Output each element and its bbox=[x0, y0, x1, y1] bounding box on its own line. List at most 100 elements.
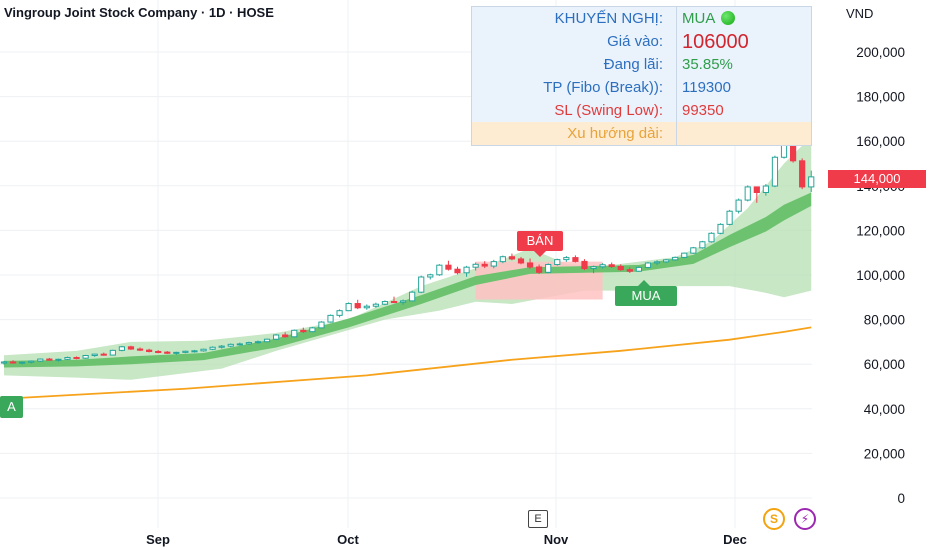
candle-body bbox=[173, 351, 180, 354]
candle-body bbox=[508, 256, 516, 260]
candle bbox=[717, 223, 724, 235]
candle bbox=[37, 358, 44, 362]
candle bbox=[418, 275, 425, 294]
candle-body bbox=[409, 291, 416, 302]
candle-body bbox=[771, 156, 779, 187]
candle-body bbox=[309, 327, 316, 333]
candle bbox=[64, 356, 71, 360]
candle bbox=[236, 342, 243, 346]
candle-body bbox=[37, 358, 44, 362]
candle bbox=[345, 302, 352, 312]
candle bbox=[690, 246, 697, 254]
candle bbox=[318, 321, 325, 329]
candle bbox=[744, 185, 751, 202]
candle bbox=[427, 273, 434, 280]
candle bbox=[526, 258, 534, 269]
candle bbox=[626, 267, 633, 273]
stop-loss-label: SL (Swing Low): bbox=[554, 102, 663, 119]
candle-body bbox=[463, 266, 470, 274]
candle-body bbox=[73, 357, 80, 360]
candle bbox=[218, 345, 225, 349]
candle bbox=[9, 360, 17, 364]
y-tick-label: 120,000 bbox=[856, 223, 905, 238]
buy-signal-label-left[interactable]: A bbox=[0, 396, 23, 418]
candle-body bbox=[699, 241, 706, 249]
earnings-event-icon[interactable]: E bbox=[528, 510, 548, 528]
candle bbox=[336, 309, 343, 318]
recommendation-label: KHUYẾN NGHỊ: bbox=[554, 10, 663, 27]
candle bbox=[699, 240, 706, 249]
candle-body bbox=[164, 351, 171, 354]
candle bbox=[354, 299, 361, 310]
candle bbox=[445, 260, 452, 271]
candle bbox=[82, 354, 89, 359]
stop-loss-value: 99350 bbox=[682, 102, 724, 119]
candle-body bbox=[526, 262, 534, 268]
row-profit: Đang lãi: 35.85% bbox=[472, 53, 811, 76]
candle-body bbox=[109, 349, 116, 356]
row-stop-loss: SL (Swing Low): 99350 bbox=[472, 99, 811, 122]
candle-body bbox=[118, 346, 126, 351]
candle-body bbox=[499, 256, 506, 263]
candle-body bbox=[291, 329, 298, 338]
y-tick-label: 60,000 bbox=[864, 357, 905, 372]
candle-body bbox=[490, 261, 497, 267]
candle-body bbox=[572, 257, 579, 262]
candle-body bbox=[644, 262, 652, 268]
ma200-line bbox=[3, 326, 812, 400]
candle-body bbox=[590, 266, 597, 270]
recommendation-panel: KHUYẾN NGHỊ: MUA Giá vào: 106000 Đang lã… bbox=[471, 6, 812, 146]
candle-body bbox=[581, 260, 588, 270]
green-dot-icon bbox=[721, 11, 736, 25]
candle-body bbox=[753, 186, 760, 193]
recommendation-value: MUA bbox=[682, 10, 736, 27]
candle bbox=[91, 353, 98, 357]
candle-body bbox=[100, 353, 107, 356]
candle bbox=[436, 264, 443, 276]
candle bbox=[327, 314, 334, 323]
candle bbox=[735, 198, 742, 214]
candle-body bbox=[418, 276, 425, 293]
candle bbox=[73, 356, 80, 360]
candle-body bbox=[300, 329, 307, 333]
candle-body bbox=[55, 358, 62, 361]
candle-body bbox=[155, 350, 162, 353]
candle bbox=[454, 266, 461, 275]
candle-body bbox=[726, 210, 733, 225]
candle-body bbox=[672, 256, 679, 261]
candle-body bbox=[191, 350, 198, 353]
candle bbox=[118, 345, 126, 352]
candle-body bbox=[554, 259, 561, 266]
candle bbox=[46, 357, 53, 361]
candle bbox=[227, 343, 234, 348]
candle-body bbox=[399, 300, 407, 303]
candle bbox=[681, 252, 688, 259]
candle-body bbox=[263, 338, 271, 343]
sell-signal-label[interactable]: BÁN bbox=[517, 231, 563, 251]
candle bbox=[100, 352, 107, 356]
candle-body bbox=[799, 160, 806, 188]
x-tick-label: Oct bbox=[337, 532, 359, 547]
candle bbox=[517, 256, 525, 265]
candle bbox=[808, 170, 815, 193]
candle-body bbox=[762, 185, 769, 193]
y-tick-label: 100,000 bbox=[856, 268, 905, 283]
candle-body bbox=[663, 259, 670, 263]
y-tick-label: 200,000 bbox=[856, 45, 905, 60]
dividend-event-icon[interactable]: S bbox=[763, 508, 785, 530]
row-long-trend: Xu hướng dài: bbox=[472, 122, 811, 145]
buy-signal-label[interactable]: MUA bbox=[615, 286, 677, 306]
currency-label: VND bbox=[846, 6, 874, 21]
candle bbox=[799, 158, 806, 190]
candle-body bbox=[91, 353, 98, 357]
x-axis: Sep Oct Nov Dec bbox=[146, 532, 747, 547]
row-take-profit: TP (Fibo (Break)): 119300 bbox=[472, 76, 811, 99]
candle bbox=[263, 338, 271, 343]
y-tick-label: 80,000 bbox=[864, 313, 905, 328]
split-event-icon[interactable]: ⚡ bbox=[794, 508, 816, 530]
candle bbox=[572, 255, 579, 263]
candle-body bbox=[200, 348, 207, 352]
candle-body bbox=[517, 258, 525, 264]
x-tick-label: Sep bbox=[146, 532, 170, 547]
